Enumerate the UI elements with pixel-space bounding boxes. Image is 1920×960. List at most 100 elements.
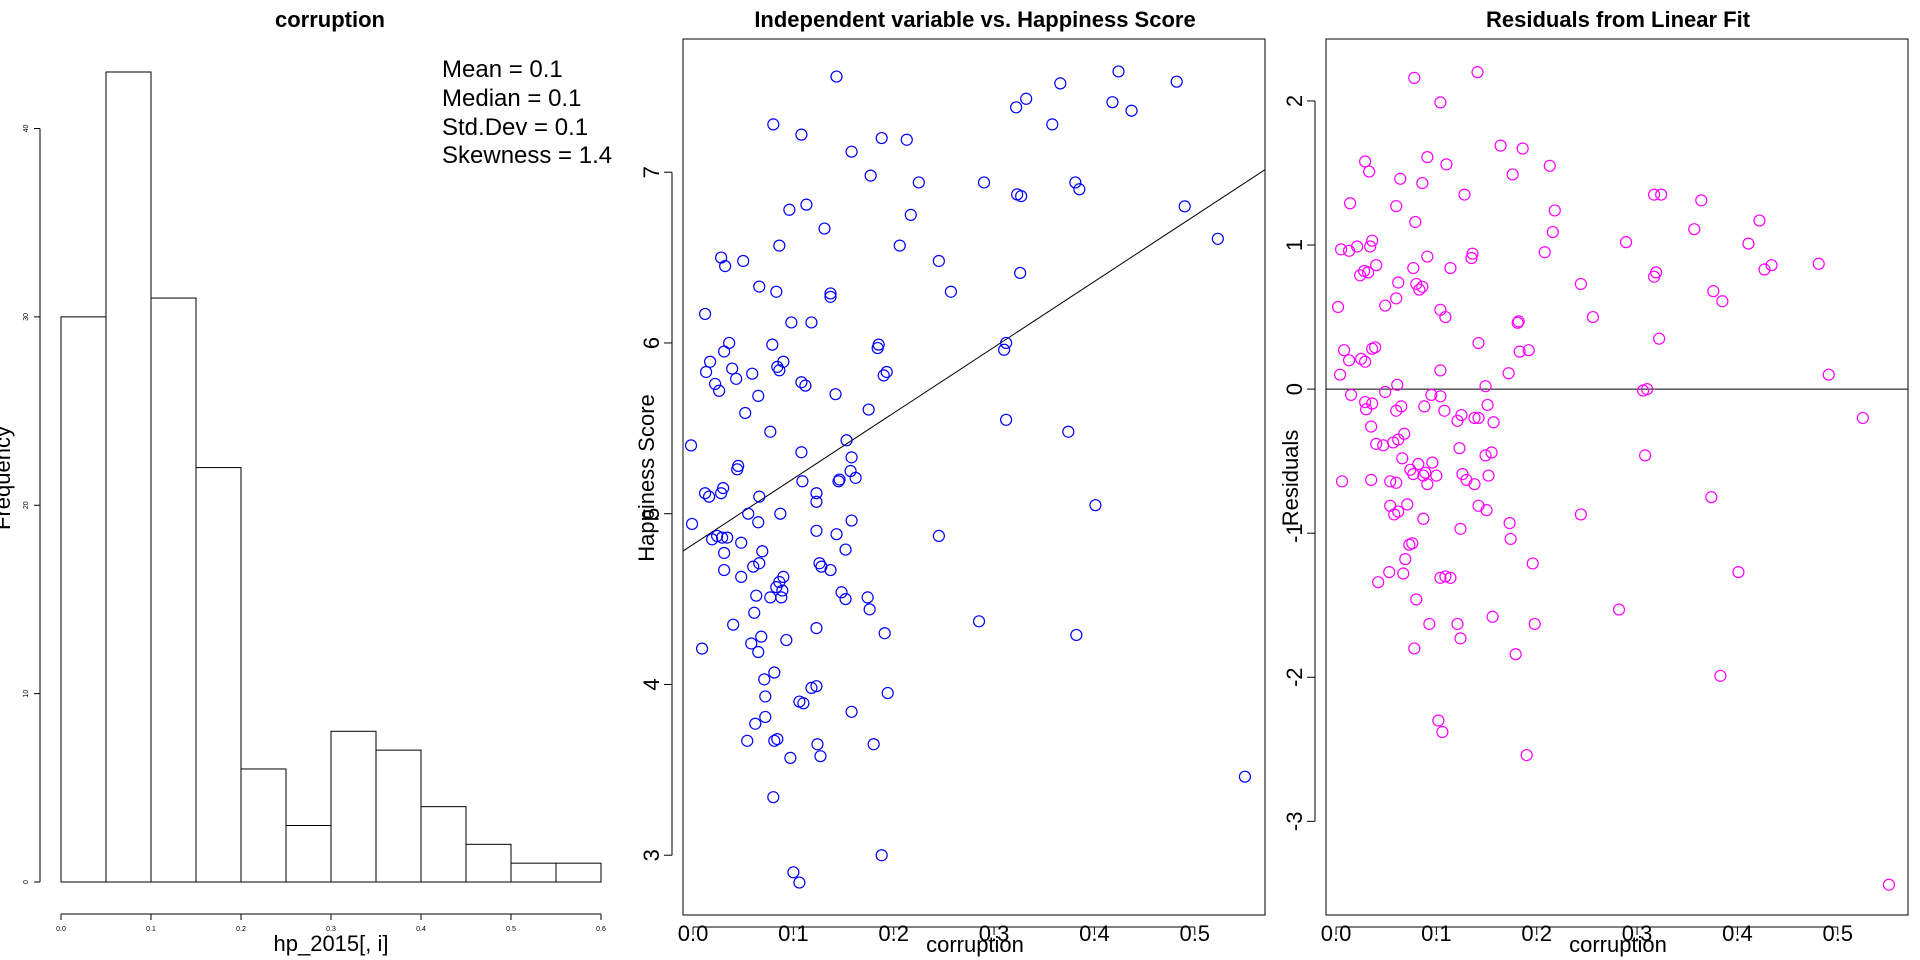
scatter-point <box>1062 425 1075 438</box>
scatter-point <box>713 384 726 397</box>
scatter-x-axis: 0.0 0.1 0.2 0.3 0.4 0.5 <box>678 921 1210 946</box>
residuals-point <box>1472 411 1485 425</box>
residuals-point <box>1451 414 1464 427</box>
histogram-bar <box>285 824 332 883</box>
scatter-point <box>810 495 823 508</box>
scatter-y-axis: 3 4 5 6 7 <box>639 166 673 861</box>
residuals-point <box>1479 380 1492 393</box>
scatter-point <box>1014 266 1027 280</box>
histogram-y-tick-label: 30 <box>23 313 30 321</box>
residuals-point <box>1366 397 1379 410</box>
scatter-point <box>745 637 758 650</box>
scatter-point <box>767 118 780 131</box>
scatter-point <box>699 365 713 379</box>
scatter-point <box>867 738 880 751</box>
residuals-point <box>1384 475 1397 488</box>
residuals-point <box>1434 571 1447 584</box>
histogram-y-axis: 0 10 20 30 40 <box>23 125 41 884</box>
histogram-bar <box>105 71 152 883</box>
scatter-point <box>718 345 731 358</box>
scatter-point <box>776 584 789 597</box>
residuals-point <box>1418 400 1431 413</box>
residuals-point <box>1359 155 1372 168</box>
scatter-point <box>695 642 709 655</box>
scatter-point <box>771 733 784 746</box>
residuals-point <box>1417 512 1430 525</box>
residuals-point <box>1543 159 1556 172</box>
residuals-point <box>1648 188 1661 201</box>
residuals-point <box>1546 225 1559 239</box>
residuals-point <box>1365 420 1378 433</box>
scatter-point <box>1073 183 1086 196</box>
residuals-point <box>1528 617 1541 631</box>
residuals-point <box>1421 250 1434 263</box>
scatter-point <box>795 446 808 459</box>
residuals-point <box>1335 475 1349 488</box>
scatter-point <box>771 360 784 373</box>
scatter-point <box>727 618 740 631</box>
histogram-x-tick-label: 0.6 <box>596 926 606 933</box>
residuals-point <box>1812 257 1825 270</box>
residuals-point <box>1355 352 1368 365</box>
residuals-point <box>1390 404 1403 417</box>
residuals-panel: Residuals from Linear Fit 0.0 0.1 0.2 0.3 0.… <box>1278 7 1909 957</box>
residuals-point <box>1641 383 1654 396</box>
scatter-point <box>764 591 777 604</box>
scatter-point <box>1211 232 1224 245</box>
residuals-point <box>1365 473 1378 486</box>
scatter-point <box>944 285 958 298</box>
scatter-point <box>742 507 755 520</box>
residuals-point <box>1423 617 1436 631</box>
residuals-point <box>1705 491 1718 504</box>
scatter-point <box>780 633 793 647</box>
scatter-point <box>977 176 991 189</box>
scatter-point <box>703 355 717 368</box>
residuals-point <box>1479 449 1492 462</box>
residuals-point <box>1822 368 1835 381</box>
scatter-x-tick-label: 0.3 <box>979 921 1010 946</box>
scatter-point <box>1000 336 1013 350</box>
stat-mean: Mean = 0.1 <box>442 56 563 83</box>
scatter-point <box>723 336 736 350</box>
scatter-point <box>1000 413 1013 426</box>
residuals-point <box>1366 342 1379 355</box>
residuals-point <box>1753 214 1766 227</box>
scatter-point <box>715 251 728 264</box>
residuals-point <box>1363 165 1376 178</box>
scatter-point <box>1178 200 1191 213</box>
scatter-point <box>770 581 783 594</box>
residuals-point <box>1468 478 1481 491</box>
histogram-y-label: Frequency <box>0 426 15 530</box>
scatter-point <box>1125 104 1138 117</box>
scatter-point <box>893 239 906 252</box>
residuals-y-label: Residuals <box>1278 430 1303 527</box>
residuals-point <box>1503 517 1516 530</box>
scatter-point <box>731 463 744 476</box>
histogram-y-tick-label: 10 <box>23 690 30 698</box>
residuals-point <box>1370 259 1383 272</box>
scatter-point <box>805 316 818 329</box>
scatter-point <box>735 570 748 583</box>
scatter-point <box>748 606 761 619</box>
scatter-panel: Independent variable vs. Happiness Score… <box>634 7 1266 957</box>
residuals-x-tick-label: 0.1 <box>1421 921 1452 946</box>
scatter-point <box>932 529 945 543</box>
residuals-point <box>1364 240 1377 253</box>
scatter-x-label: corruption <box>926 932 1024 957</box>
scatter-point <box>797 697 810 710</box>
histogram-y-tick-label: 0 <box>23 880 30 884</box>
scatter-point <box>773 364 786 377</box>
residuals-point <box>1440 158 1453 171</box>
histogram-bar <box>60 316 107 883</box>
histogram-x-tick-label: 0.2 <box>236 926 246 933</box>
residuals-y-tick-label: 2 <box>1282 95 1307 107</box>
scatter-point <box>861 591 874 604</box>
scatter-x-tick-label: 0.4 <box>1079 921 1110 946</box>
residuals-point <box>1410 277 1423 291</box>
scatter-point <box>698 487 712 500</box>
residuals-point <box>1638 449 1652 462</box>
stat-median: Median = 0.1 <box>442 85 581 112</box>
residuals-point <box>1458 188 1471 201</box>
scatter-point <box>998 343 1011 356</box>
